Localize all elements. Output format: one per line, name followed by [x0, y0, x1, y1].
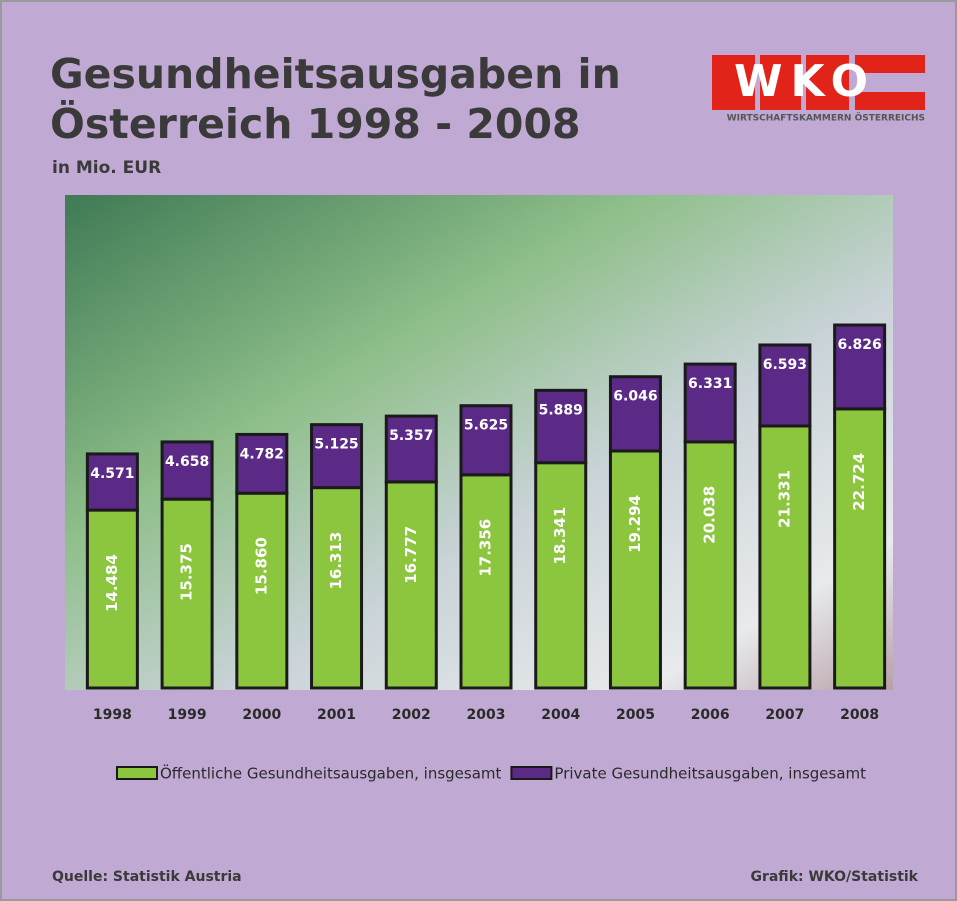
value-label: 4.658	[165, 454, 209, 470]
chart-title: Österreich 1998 - 2008	[50, 100, 581, 148]
bar-segment	[237, 434, 287, 493]
x-tick-label: 2006	[691, 707, 730, 723]
value-label: 15.860	[252, 537, 270, 595]
legend-swatch	[511, 767, 551, 779]
value-label: 17.356	[477, 519, 495, 577]
bar-segment	[536, 390, 586, 462]
x-tick-label: 2008	[840, 707, 879, 723]
bar-segment	[536, 463, 586, 688]
value-label: 20.038	[701, 486, 719, 544]
value-label: 21.331	[775, 470, 793, 528]
value-label: 4.571	[90, 466, 134, 482]
chart: Gesundheitsausgaben in Österreich 1998 -…	[0, 0, 957, 901]
legend-swatch	[117, 767, 157, 779]
value-label: 14.484	[103, 554, 121, 612]
legend-label: Private Gesundheitsausgaben, insgesamt	[554, 765, 866, 783]
chart-subtitle: in Mio. EUR	[52, 158, 161, 178]
x-tick-label: 2005	[616, 707, 655, 723]
bar-segment	[461, 406, 511, 475]
legend-label: Öffentliche Gesundheitsausgaben, insgesa…	[160, 764, 502, 783]
logo-letters: WKO	[734, 56, 876, 107]
bar-segment	[312, 425, 362, 488]
credit: Grafik: WKO/Statistik	[750, 869, 918, 885]
x-tick-label: 2003	[467, 707, 506, 723]
x-tick-label: 2004	[541, 707, 580, 723]
bar-segment	[685, 442, 735, 688]
bar-segment	[610, 451, 660, 688]
value-label: 5.889	[539, 402, 583, 418]
chart-title: Gesundheitsausgaben in	[50, 50, 621, 98]
page: {"chart_data": {"type": "stacked-bar", "…	[0, 0, 957, 901]
logo-tagline: WIRTSCHAFTSKAMMERN ÖSTERREICHS	[727, 113, 925, 124]
value-label: 6.046	[613, 389, 657, 405]
value-label: 18.341	[551, 507, 569, 565]
value-label: 15.375	[178, 543, 196, 601]
value-label: 4.782	[240, 446, 284, 462]
x-tick-label: 2007	[765, 707, 804, 723]
value-label: 5.125	[314, 437, 358, 453]
bar-segment	[386, 416, 436, 482]
value-label: 6.593	[763, 357, 807, 373]
bar-segment	[87, 454, 137, 510]
x-tick-label: 1999	[168, 707, 207, 723]
value-label: 5.357	[389, 428, 433, 444]
bar-segment	[162, 442, 212, 499]
bar-segment	[835, 409, 885, 688]
x-tick-label: 2001	[317, 707, 356, 723]
x-tick-label: 2002	[392, 707, 431, 723]
bar-segment	[461, 475, 511, 688]
source: Quelle: Statistik Austria	[52, 869, 242, 885]
bar-segment	[760, 426, 810, 688]
value-label: 5.625	[464, 418, 508, 434]
x-tick-label: 2000	[242, 707, 281, 723]
bar-segment	[386, 482, 436, 688]
value-label: 16.777	[402, 526, 420, 584]
value-label: 22.724	[850, 453, 868, 511]
x-tick-label: 1998	[93, 707, 132, 723]
value-label: 19.294	[626, 495, 644, 553]
value-label: 6.331	[688, 376, 732, 392]
value-label: 6.826	[837, 337, 881, 353]
value-label: 16.313	[327, 532, 345, 590]
